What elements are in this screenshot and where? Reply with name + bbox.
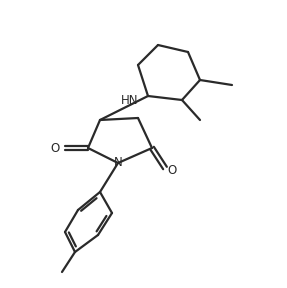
- Text: N: N: [114, 156, 122, 170]
- Text: HN: HN: [121, 94, 139, 107]
- Text: O: O: [167, 164, 177, 177]
- Text: O: O: [51, 141, 60, 154]
